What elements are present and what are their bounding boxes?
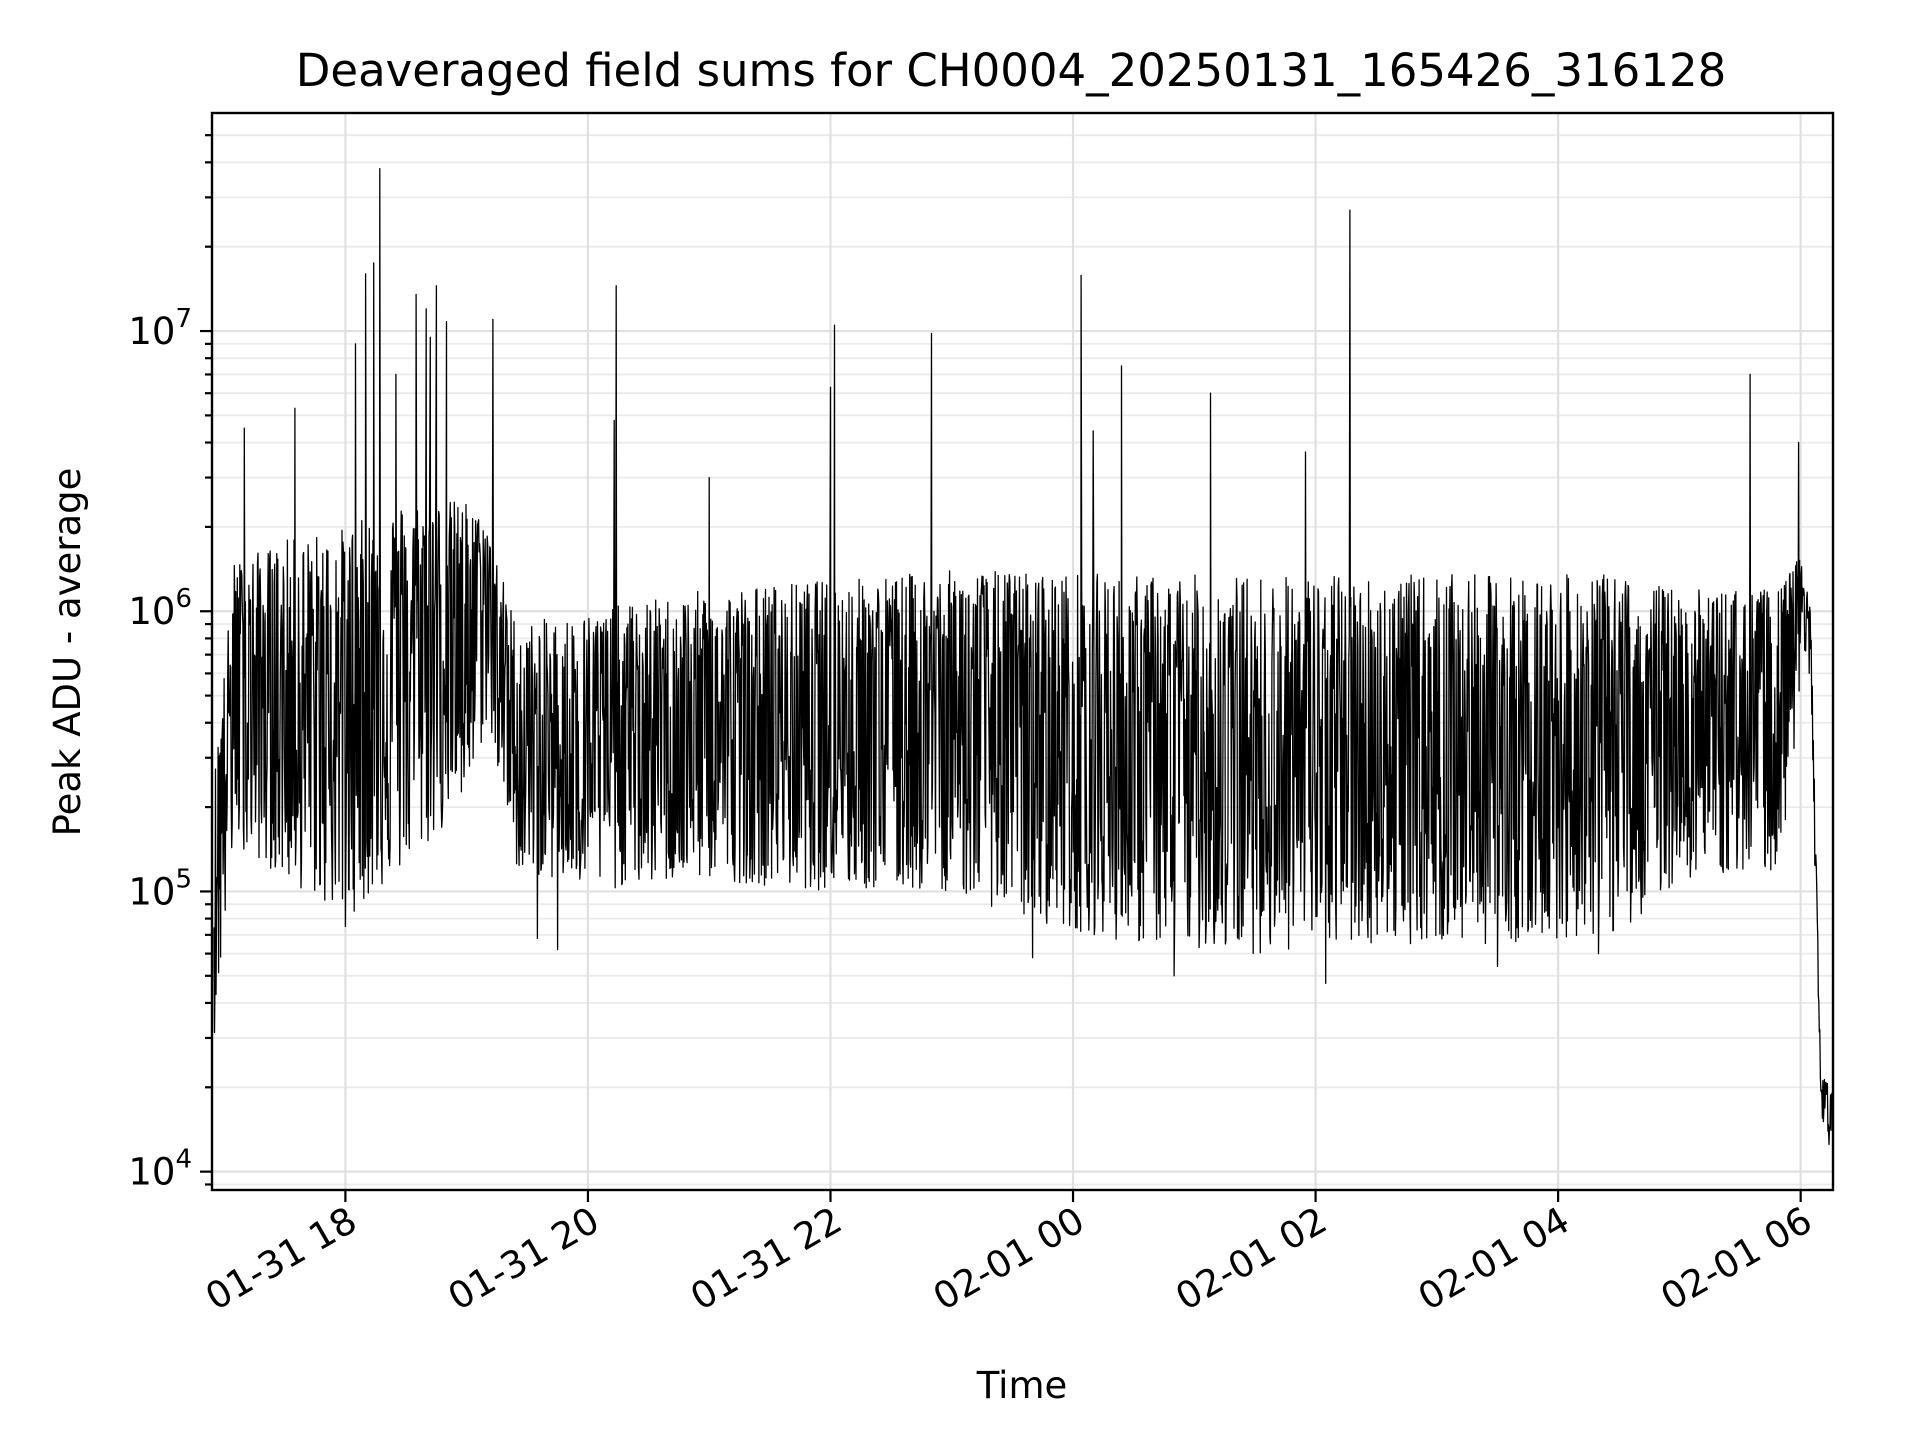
- x-tick-label: 02-01 00: [926, 1199, 1092, 1319]
- x-axis-label: Time: [976, 1364, 1068, 1407]
- x-tick-label: 02-01 02: [1169, 1199, 1335, 1319]
- series-line: [213, 167, 1834, 1146]
- x-tick-label: 02-01 04: [1411, 1199, 1577, 1319]
- x-tick-label: 01-31 18: [198, 1199, 364, 1319]
- chart-title: Deaveraged field sums for CH0004_2025013…: [296, 44, 1726, 97]
- plot-frame: [210, 111, 1835, 1192]
- x-tick-label: 01-31 22: [683, 1199, 849, 1319]
- y-tick-label: 105: [128, 864, 192, 913]
- y-axis-label: Peak ADU - average: [46, 468, 89, 837]
- y-tick-label: 106: [128, 584, 192, 633]
- x-tick-label: 02-01 06: [1654, 1199, 1820, 1319]
- plot-area: [213, 167, 1834, 1146]
- y-tick-label: 107: [128, 304, 192, 353]
- x-tick-label: 01-31 20: [441, 1199, 607, 1319]
- y-tick-label: 104: [128, 1145, 192, 1194]
